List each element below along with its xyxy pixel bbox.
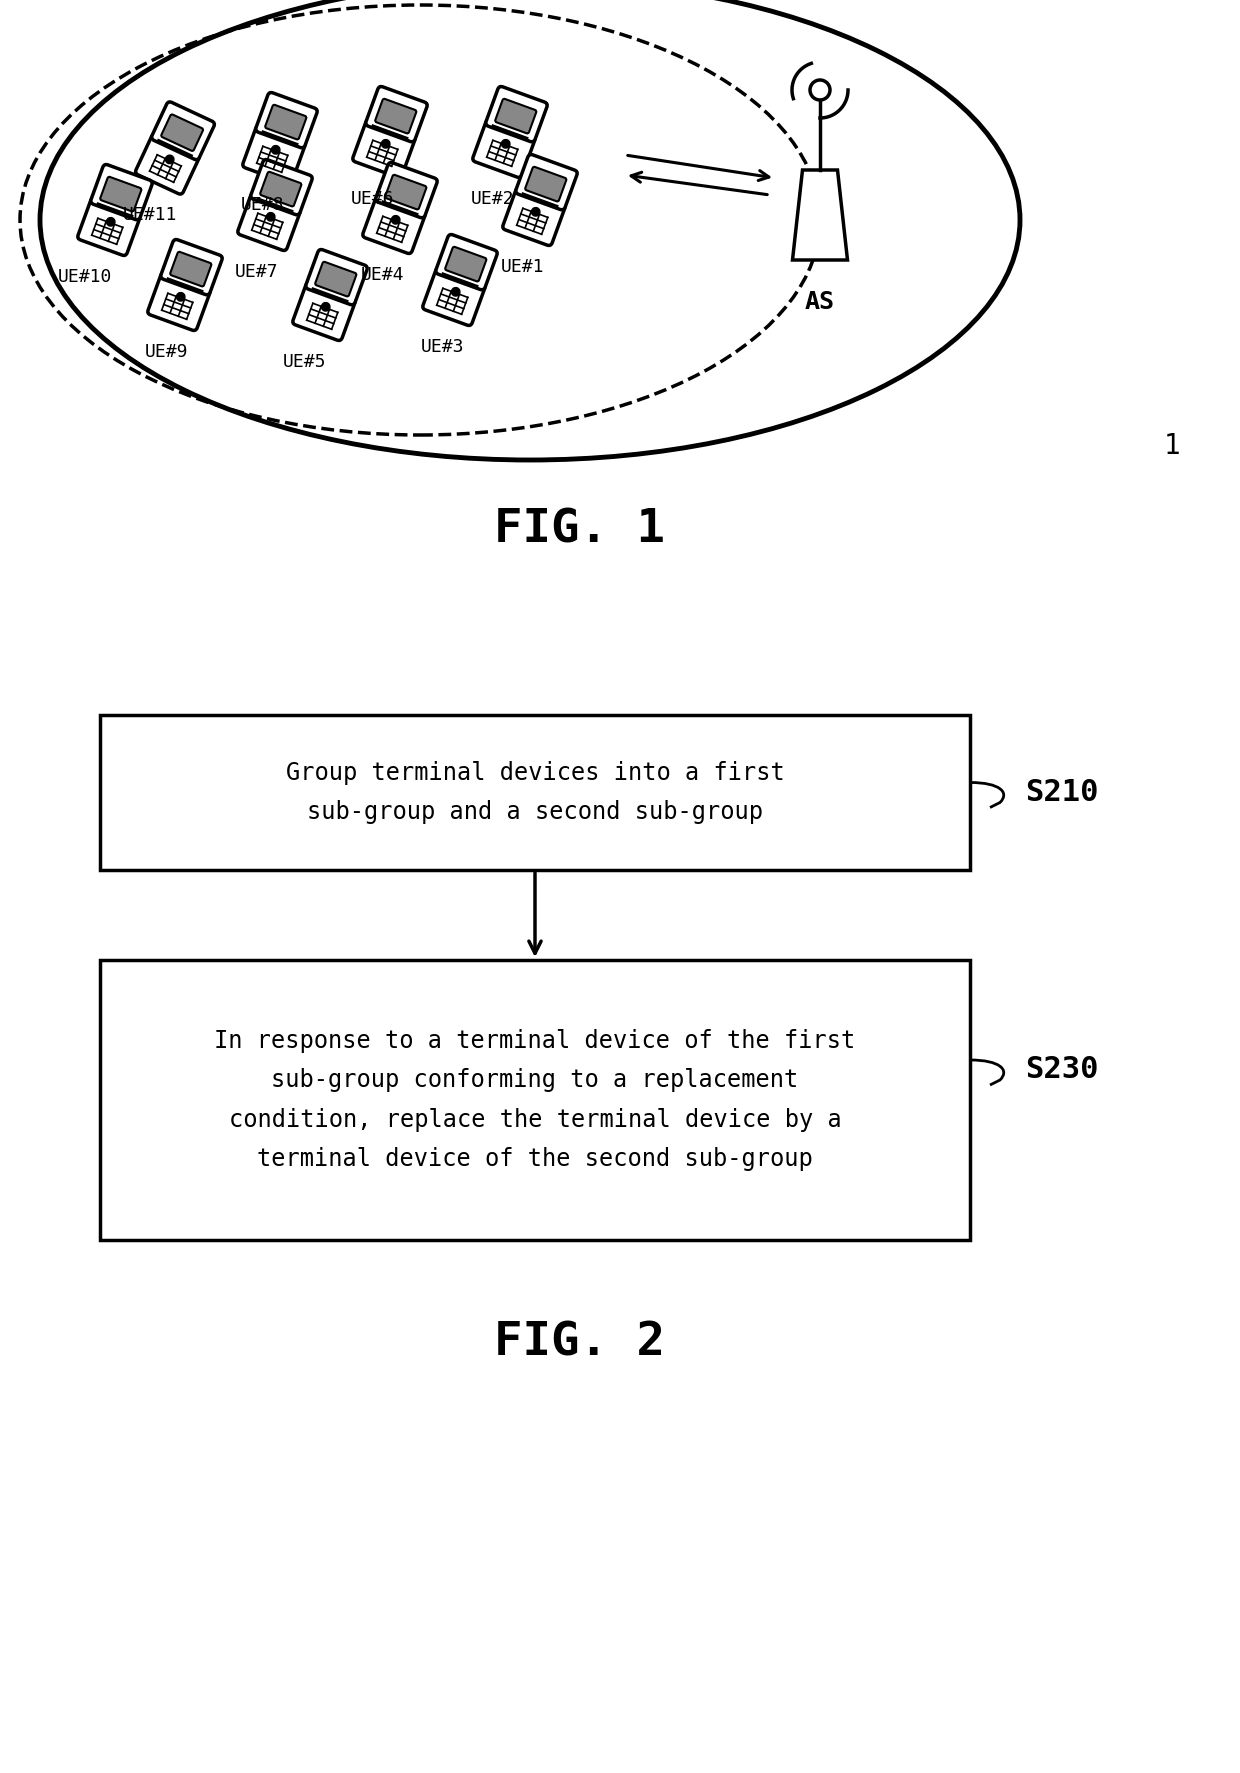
Text: S210: S210 — [1025, 778, 1099, 807]
FancyBboxPatch shape — [238, 193, 300, 250]
Text: AS: AS — [805, 291, 835, 314]
FancyBboxPatch shape — [161, 239, 222, 294]
Circle shape — [451, 287, 460, 296]
FancyBboxPatch shape — [100, 177, 141, 211]
FancyBboxPatch shape — [100, 959, 970, 1239]
FancyBboxPatch shape — [306, 250, 367, 305]
FancyBboxPatch shape — [435, 234, 497, 289]
FancyBboxPatch shape — [376, 163, 438, 218]
FancyBboxPatch shape — [100, 715, 970, 871]
Text: UE#11: UE#11 — [123, 206, 177, 223]
Text: UE#3: UE#3 — [420, 339, 464, 356]
Text: UE#6: UE#6 — [350, 190, 394, 207]
Circle shape — [165, 156, 174, 163]
FancyBboxPatch shape — [243, 126, 305, 183]
FancyBboxPatch shape — [91, 165, 153, 220]
FancyBboxPatch shape — [386, 176, 427, 209]
Text: UE#5: UE#5 — [283, 353, 327, 371]
Text: UE#10: UE#10 — [58, 268, 112, 285]
Circle shape — [107, 218, 115, 227]
Circle shape — [392, 216, 401, 223]
Text: FIG. 2: FIG. 2 — [495, 1321, 666, 1365]
Circle shape — [176, 293, 185, 301]
FancyBboxPatch shape — [293, 284, 355, 340]
FancyBboxPatch shape — [265, 105, 306, 140]
Circle shape — [321, 303, 330, 310]
FancyBboxPatch shape — [445, 246, 486, 282]
FancyBboxPatch shape — [423, 268, 485, 326]
FancyBboxPatch shape — [148, 273, 210, 330]
FancyBboxPatch shape — [516, 154, 577, 209]
Text: UE#8: UE#8 — [241, 197, 284, 215]
Circle shape — [810, 80, 830, 99]
FancyBboxPatch shape — [526, 167, 567, 202]
Text: UE#1: UE#1 — [500, 259, 544, 277]
FancyBboxPatch shape — [376, 99, 417, 133]
FancyBboxPatch shape — [135, 135, 200, 193]
Text: UE#4: UE#4 — [361, 266, 404, 284]
Text: UE#7: UE#7 — [236, 262, 279, 280]
Circle shape — [382, 140, 389, 149]
Circle shape — [267, 213, 275, 222]
Text: S230: S230 — [1025, 1055, 1099, 1085]
Text: FIG. 1: FIG. 1 — [495, 507, 666, 553]
FancyBboxPatch shape — [151, 101, 215, 160]
FancyBboxPatch shape — [486, 87, 547, 142]
FancyBboxPatch shape — [363, 197, 425, 254]
FancyBboxPatch shape — [472, 121, 534, 177]
FancyBboxPatch shape — [250, 160, 312, 215]
FancyBboxPatch shape — [495, 99, 537, 133]
FancyBboxPatch shape — [78, 199, 140, 255]
FancyBboxPatch shape — [260, 172, 301, 206]
Text: 1: 1 — [1163, 433, 1180, 459]
Text: Group terminal devices into a first
sub-group and a second sub-group: Group terminal devices into a first sub-… — [285, 761, 785, 824]
Circle shape — [272, 145, 280, 154]
FancyBboxPatch shape — [353, 121, 415, 177]
Text: In response to a terminal device of the first
sub-group conforming to a replacem: In response to a terminal device of the … — [215, 1028, 856, 1170]
FancyBboxPatch shape — [366, 87, 428, 142]
FancyBboxPatch shape — [161, 115, 203, 151]
Polygon shape — [792, 170, 847, 261]
Text: UE#2: UE#2 — [470, 190, 513, 207]
FancyBboxPatch shape — [315, 262, 356, 296]
FancyBboxPatch shape — [255, 92, 317, 147]
Circle shape — [501, 140, 510, 149]
Text: UE#9: UE#9 — [145, 342, 188, 362]
Circle shape — [532, 207, 539, 216]
FancyBboxPatch shape — [502, 188, 565, 245]
FancyBboxPatch shape — [170, 252, 211, 287]
